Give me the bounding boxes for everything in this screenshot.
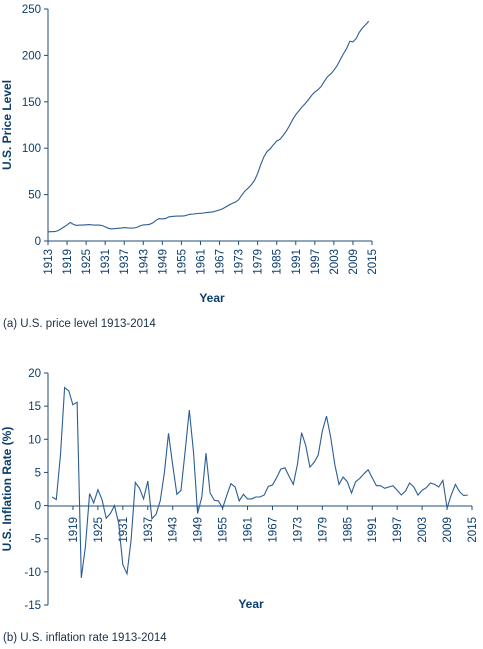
price-level-x-tick-label: 1973 xyxy=(234,249,246,275)
inflation-rate-x-tick-label: 1979 xyxy=(317,517,329,543)
inflation-rate-x-tick-label: 1985 xyxy=(342,517,354,543)
inflation-rate-x-tick-label: 1919 xyxy=(68,517,80,543)
inflation-rate-caption: (b) U.S. inflation rate 1913-2014 xyxy=(3,632,167,644)
price-level-x-tick-label: 1943 xyxy=(138,249,150,275)
inflation-rate-x-tick-label: 1997 xyxy=(392,517,404,543)
inflation-rate-line xyxy=(51,386,468,578)
price-level-x-tick-label: 1937 xyxy=(119,249,131,275)
inflation-rate-y-tick-label: -10 xyxy=(24,567,41,579)
price-level-x-tick-label: 1931 xyxy=(100,249,112,275)
inflation-rate-y-tick-label: 20 xyxy=(28,368,41,380)
price-level-x-tick-label: 1919 xyxy=(62,249,74,275)
inflation-rate-x-tick-label: 1925 xyxy=(93,517,105,543)
inflation-rate-chart: -15 -10 -5 0 5 10 15 20 U.S. Inflation Rate (%)… xyxy=(0,368,479,644)
price-level-x-tick-label: 2015 xyxy=(367,249,379,275)
inflation-rate-x-axis-title: Year xyxy=(238,597,264,611)
inflation-rate-x-tick-label: 1955 xyxy=(218,517,230,543)
inflation-rate-y-tick-label: 15 xyxy=(28,401,41,413)
price-level-y-tick-label: 100 xyxy=(22,143,41,155)
inflation-rate-x-tick-label: 1961 xyxy=(243,517,255,543)
inflation-rate-x-tick-label: 1973 xyxy=(292,517,304,543)
inflation-rate-x-tick-label: 2015 xyxy=(467,517,479,543)
price-level-x-tick-label: 1985 xyxy=(272,249,284,275)
price-level-y-tick-label: 0 xyxy=(35,236,41,248)
inflation-rate-x-axis: 1919 1925 1931 1937 1943 1949 1955 1961 1967 1973… xyxy=(48,505,479,611)
inflation-rate-x-tick-label: 1931 xyxy=(118,517,130,543)
price-level-x-tick-label: 1961 xyxy=(195,249,207,275)
price-level-x-axis-title: Year xyxy=(199,291,225,305)
inflation-rate-y-tick-label: -5 xyxy=(31,534,41,546)
price-level-x-tick-label: 1979 xyxy=(253,249,265,275)
inflation-rate-x-tick-label: 1949 xyxy=(193,517,205,543)
price-level-x-tick-label: 1967 xyxy=(215,249,227,275)
price-level-y-tick-label: 50 xyxy=(28,190,41,202)
price-level-y-axis: 0 50 100 150 200 250 U.S. Price Level xyxy=(0,4,49,248)
inflation-rate-y-axis: -15 -10 -5 0 5 10 15 20 U.S. Inflation Rate (%) xyxy=(0,368,49,612)
price-level-caption: (a) U.S. price level 1913-2014 xyxy=(3,318,156,330)
price-level-x-tick-label: 1991 xyxy=(291,249,303,275)
price-level-x-tick-label: 1913 xyxy=(43,249,55,275)
inflation-rate-y-tick-label: 5 xyxy=(35,467,41,479)
inflation-rate-y-tick-label: -15 xyxy=(24,600,41,612)
price-level-x-tick-label: 1997 xyxy=(310,249,322,275)
price-level-x-tick-label: 1925 xyxy=(81,249,93,275)
price-level-x-tick-label: 2009 xyxy=(348,249,360,275)
inflation-rate-y-axis-title: U.S. Inflation Rate (%) xyxy=(0,427,14,552)
price-level-y-axis-title: U.S. Price Level xyxy=(0,80,14,170)
price-level-x-tick-label: 2003 xyxy=(329,249,341,275)
inflation-rate-x-tick-label: 1937 xyxy=(143,517,155,543)
inflation-rate-x-tick-label: 1967 xyxy=(267,517,279,543)
price-level-y-tick-label: 150 xyxy=(22,97,41,109)
price-level-line xyxy=(47,20,370,233)
inflation-rate-y-tick-label: 10 xyxy=(28,434,41,446)
inflation-rate-x-tick-label: 2003 xyxy=(417,517,429,543)
price-level-x-tick-label: 1955 xyxy=(176,249,188,275)
price-level-y-tick-label: 250 xyxy=(22,4,41,16)
inflation-rate-x-tick-label: 2009 xyxy=(442,517,454,543)
price-level-x-axis: 1913 1919 1925 1931 1937 1943 1949 1955 1961 1967… xyxy=(43,240,379,305)
price-level-y-tick-label: 200 xyxy=(22,50,41,62)
inflation-rate-y-tick-label: 0 xyxy=(35,501,41,513)
price-level-x-tick-label: 1949 xyxy=(157,249,169,275)
inflation-rate-x-tick-label: 1943 xyxy=(168,517,180,543)
inflation-rate-x-tick-label: 1991 xyxy=(367,517,379,543)
